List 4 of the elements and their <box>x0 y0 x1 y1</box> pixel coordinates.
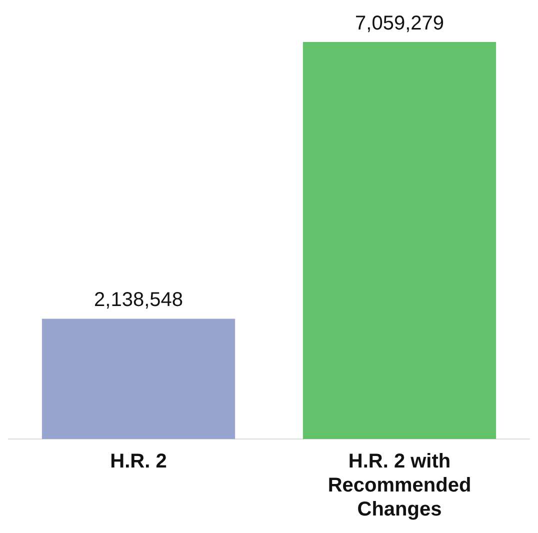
x-tick-label: H.R. 2 <box>110 450 167 473</box>
data-label: 7,059,279 <box>355 12 444 35</box>
data-label: 2,138,548 <box>94 289 183 312</box>
x-tick-label: H.R. 2 with Recommended Changes <box>328 450 472 521</box>
